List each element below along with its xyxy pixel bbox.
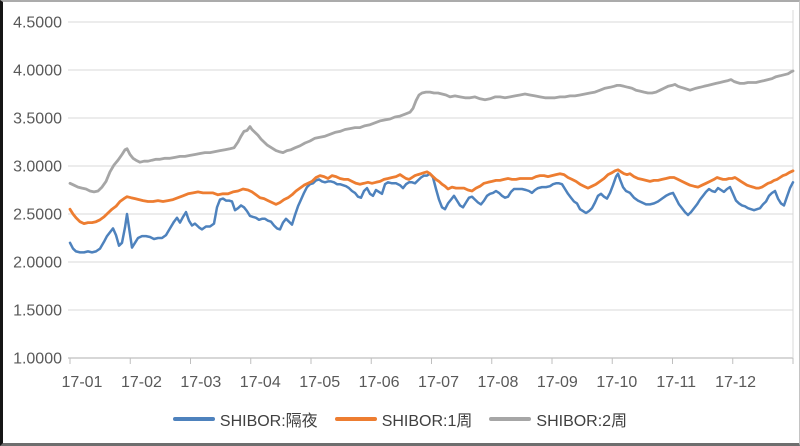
x-axis-label: 17-12 — [715, 374, 756, 391]
gridlines — [68, 21, 793, 359]
legend-swatch-blue-line-icon — [172, 417, 215, 421]
series-line-1 — [68, 168, 795, 226]
legend-label: SHIBOR:1周 — [381, 413, 473, 430]
y-axis-label: 1.0000 — [13, 351, 62, 368]
x-axis-label: 17-04 — [240, 374, 281, 391]
x-axis-labels: 17-01 17-02 17-03 17-04 17-05 17-06 17-07 17-08… — [62, 374, 757, 391]
y-axis-label: 3.5000 — [13, 111, 62, 128]
legend-swatch-gray-line-icon — [489, 417, 532, 421]
x-axis-label: 17-08 — [477, 374, 518, 391]
x-axis-label: 17-02 — [121, 374, 162, 391]
x-axis-label: 17-03 — [180, 374, 221, 391]
legend-item-shibor-overnight: SHIBOR:隔夜 — [172, 407, 318, 431]
y-axis-label: 4.5000 — [13, 15, 62, 32]
legend-item-shibor-2week: SHIBOR:2周 — [489, 407, 627, 431]
y-axis-label: 3.0000 — [13, 159, 62, 176]
x-axis-label: 17-07 — [418, 374, 459, 391]
legend-label: SHIBOR:隔夜 — [219, 413, 318, 430]
chart-legend: SHIBOR:隔夜 SHIBOR:1周 SHIBOR:2周 — [0, 407, 800, 431]
series-line-2 — [68, 69, 795, 194]
legend-label: SHIBOR:2周 — [536, 413, 628, 430]
series-lines — [68, 69, 795, 254]
x-axis-label: 17-06 — [359, 374, 400, 391]
y-axis-label: 2.0000 — [13, 255, 62, 272]
y-axis-label: 2.5000 — [13, 207, 62, 224]
x-axis-label: 17-10 — [596, 374, 637, 391]
y-axis-labels: 4.5000 4.0000 3.5000 3.0000 2.5000 2.0000 1.50… — [13, 15, 62, 368]
x-axis-label: 17-01 — [62, 374, 103, 391]
x-axis-label: 17-05 — [299, 374, 340, 391]
x-axis-label: 17-11 — [656, 374, 696, 391]
series-line-0 — [68, 172, 795, 254]
legend-item-shibor-1week: SHIBOR:1周 — [334, 407, 473, 431]
y-axis-label: 1.5000 — [13, 303, 62, 320]
y-axis-label: 4.0000 — [13, 63, 62, 80]
x-axis-label: 17-09 — [537, 374, 578, 391]
axes-and-ticks — [68, 10, 794, 364]
legend-swatch-orange-line-icon — [334, 417, 377, 421]
